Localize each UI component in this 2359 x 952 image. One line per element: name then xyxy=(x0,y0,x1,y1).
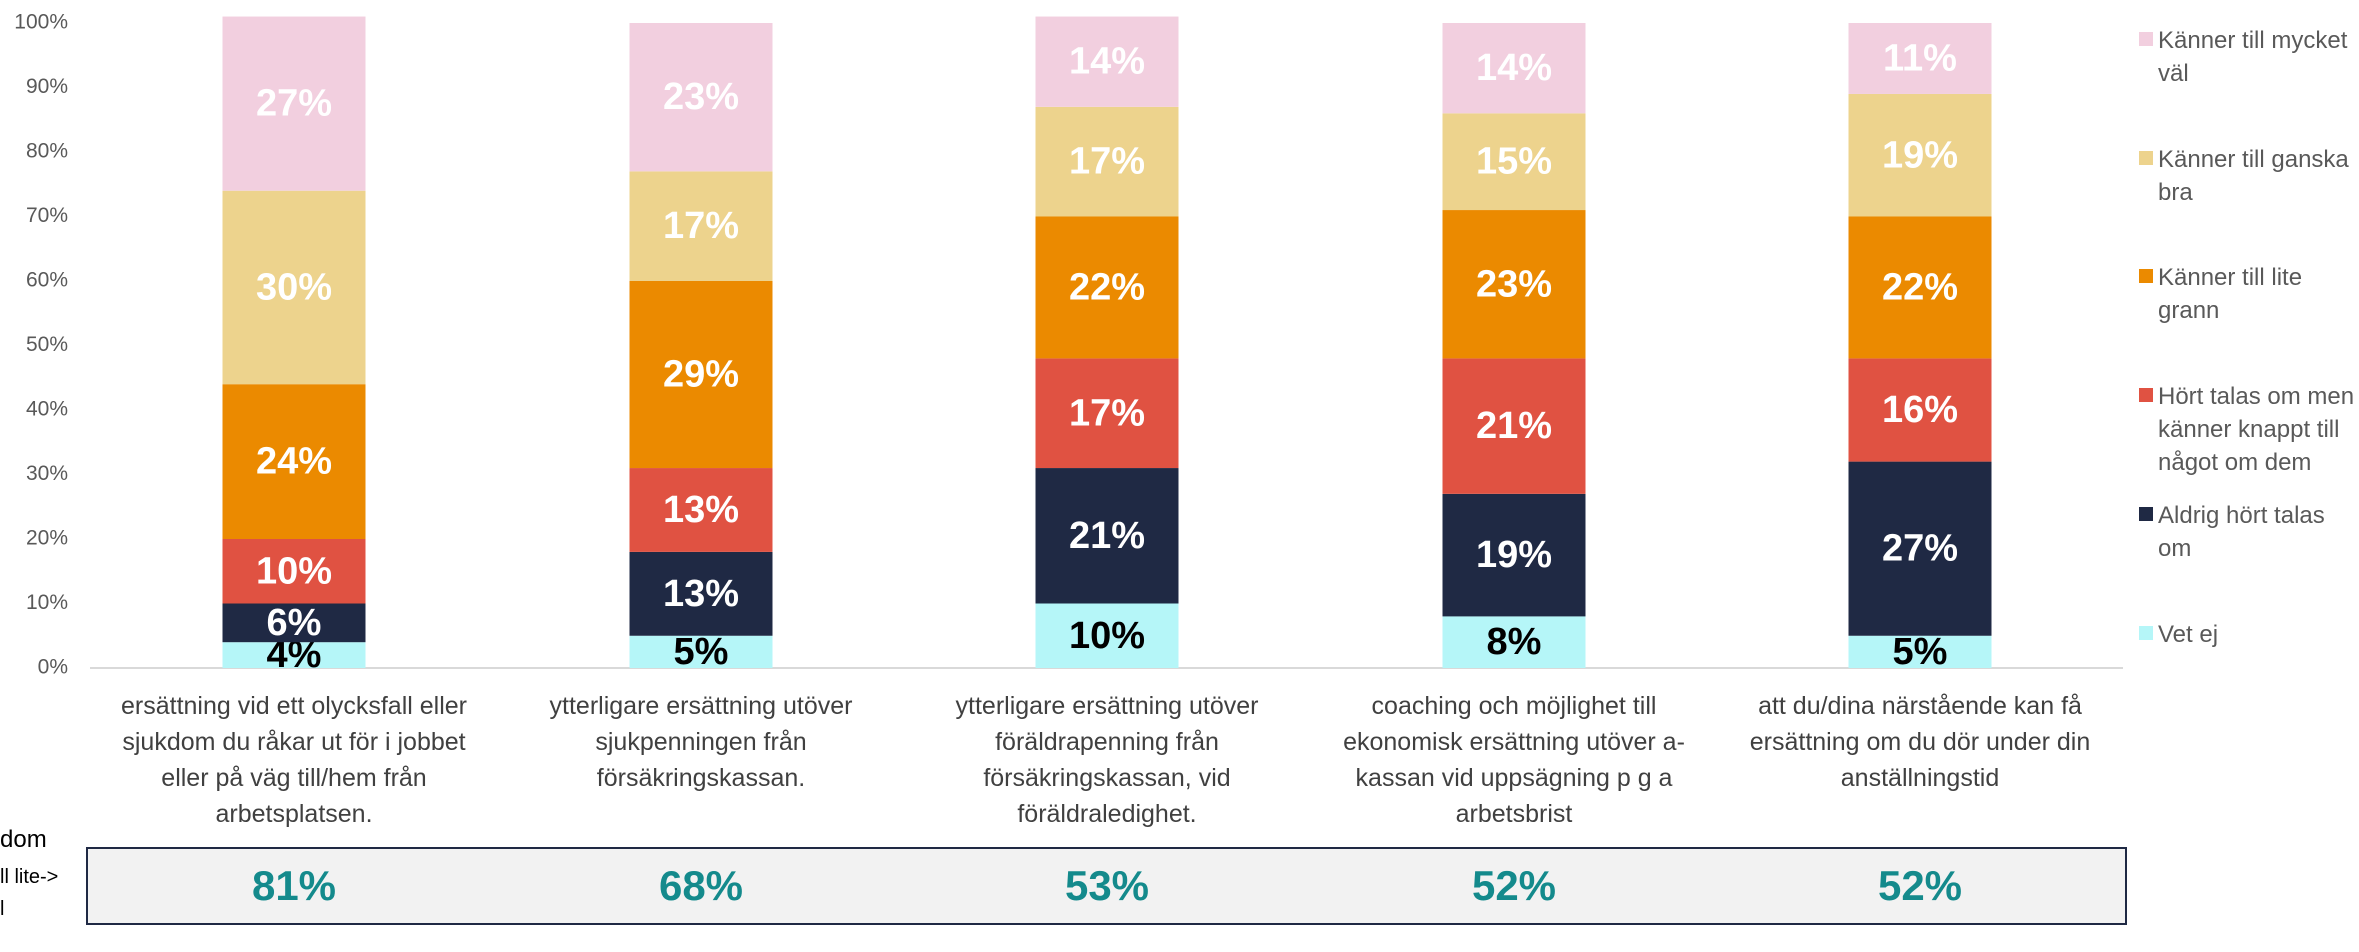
data-label: 21% xyxy=(1476,405,1552,447)
data-label: 30% xyxy=(256,266,332,308)
bar-segment xyxy=(1848,358,1992,462)
bar-segment xyxy=(1442,113,1586,211)
y-tick-label: 40% xyxy=(26,398,68,421)
data-label: 10% xyxy=(1069,615,1145,657)
x-tick-label: ersättning vid ett olycksfall eller sjuk… xyxy=(121,692,467,828)
bar-segment xyxy=(1035,216,1179,359)
legend-label: Aldrig hört talas om xyxy=(2158,502,2325,562)
bar-segment xyxy=(1035,16,1179,107)
data-label: 29% xyxy=(663,354,739,396)
summary-cell: 52% xyxy=(1471,862,1557,909)
data-label: 19% xyxy=(1476,534,1552,576)
legend-label: Känner till ganska bra xyxy=(2158,146,2349,206)
bar-segment xyxy=(629,468,773,552)
bar-segment xyxy=(1035,468,1179,604)
bar-segment xyxy=(1442,23,1586,114)
bar-segment xyxy=(1848,461,1992,636)
legend-label: Vet ej xyxy=(2158,621,2219,648)
y-tick-label: 80% xyxy=(26,140,68,163)
bar-segment xyxy=(629,281,773,469)
bar-segment xyxy=(629,635,773,668)
row-label-fragment: dom xyxy=(0,826,47,853)
data-label: 27% xyxy=(256,83,332,125)
data-label: 19% xyxy=(1882,134,1958,176)
data-label: 24% xyxy=(256,441,332,483)
bar-segment xyxy=(222,642,366,668)
data-label: 8% xyxy=(1487,621,1542,663)
y-tick-label: 70% xyxy=(26,204,68,227)
data-label: 15% xyxy=(1476,141,1552,183)
bar-segment xyxy=(1035,358,1179,469)
bar-segment xyxy=(222,384,366,539)
x-tick-label: att du/dina närstående kan få ersättning… xyxy=(1749,692,2091,792)
bar-segment xyxy=(629,171,773,281)
y-tick-label: 60% xyxy=(26,269,68,292)
data-label: 5% xyxy=(674,631,729,673)
summary-cell: 52% xyxy=(1877,862,1963,909)
data-label: 13% xyxy=(663,489,739,531)
x-tick-label: ytterligare ersättning utöver föräldrape… xyxy=(955,692,1259,828)
summary-cell: 81% xyxy=(251,862,337,909)
bar-segment xyxy=(1442,493,1586,617)
summary-cell: 68% xyxy=(658,862,744,909)
bar-segment xyxy=(1848,635,1992,668)
legend-swatch xyxy=(2139,32,2153,46)
legend-swatch xyxy=(2139,151,2153,165)
bar-segment xyxy=(1848,23,1992,94)
y-tick-label: 0% xyxy=(38,656,68,679)
y-tick-label: 100% xyxy=(14,11,68,34)
data-label: 11% xyxy=(1883,38,1957,80)
x-tick-label: ytterligare ersättning utöver sjukpennin… xyxy=(549,692,853,792)
row-label-fragment: ll lite-> xyxy=(0,866,59,888)
data-label: 14% xyxy=(1476,47,1552,89)
bar-segment xyxy=(222,603,366,643)
data-label: 14% xyxy=(1069,41,1145,83)
bar-segment xyxy=(629,23,773,172)
data-label: 23% xyxy=(1476,263,1552,305)
bar-segment xyxy=(1035,106,1179,217)
bar-segment xyxy=(1848,93,1992,217)
data-label: 16% xyxy=(1882,389,1958,431)
y-tick-label: 10% xyxy=(26,591,68,614)
data-label: 17% xyxy=(663,205,739,247)
bar-segment xyxy=(1442,210,1586,359)
summary-cell: 53% xyxy=(1064,862,1150,909)
bar-segment xyxy=(222,539,366,604)
summary-box xyxy=(86,847,2127,925)
y-tick-label: 90% xyxy=(26,75,68,98)
bar-segment xyxy=(1035,603,1179,668)
data-label: 22% xyxy=(1882,266,1958,308)
data-label: 17% xyxy=(1069,392,1145,434)
x-tick-label: coaching och möjlighet till ekonomisk er… xyxy=(1343,692,1685,828)
data-label: 22% xyxy=(1069,266,1145,308)
row-label-fragment: l xyxy=(0,898,5,920)
bar-segment xyxy=(1442,616,1586,668)
data-label: 10% xyxy=(256,550,332,592)
data-label: 23% xyxy=(663,76,739,118)
bar-segment xyxy=(222,16,366,191)
legend-swatch xyxy=(2139,507,2153,521)
bar-segment xyxy=(1442,358,1586,494)
legend-label: Hört talas om men känner knappt till någ… xyxy=(2158,383,2355,476)
legend-swatch xyxy=(2139,269,2153,283)
y-tick-label: 50% xyxy=(26,333,68,356)
legend-label: Känner till lite grann xyxy=(2158,264,2303,324)
y-tick-label: 20% xyxy=(26,527,68,550)
bar-segment xyxy=(222,190,366,385)
bar-segment xyxy=(629,551,773,636)
data-label: 6% xyxy=(267,602,322,644)
legend-swatch xyxy=(2139,388,2153,402)
data-label: 17% xyxy=(1069,141,1145,183)
data-label: 13% xyxy=(663,573,739,615)
data-label: 21% xyxy=(1069,515,1145,557)
bar-segment xyxy=(1848,216,1992,359)
legend-swatch xyxy=(2139,626,2153,640)
legend-label: Känner till mycket väl xyxy=(2158,27,2348,87)
data-label: 27% xyxy=(1882,528,1958,570)
y-tick-label: 30% xyxy=(26,462,68,485)
data-label: 5% xyxy=(1893,631,1948,673)
